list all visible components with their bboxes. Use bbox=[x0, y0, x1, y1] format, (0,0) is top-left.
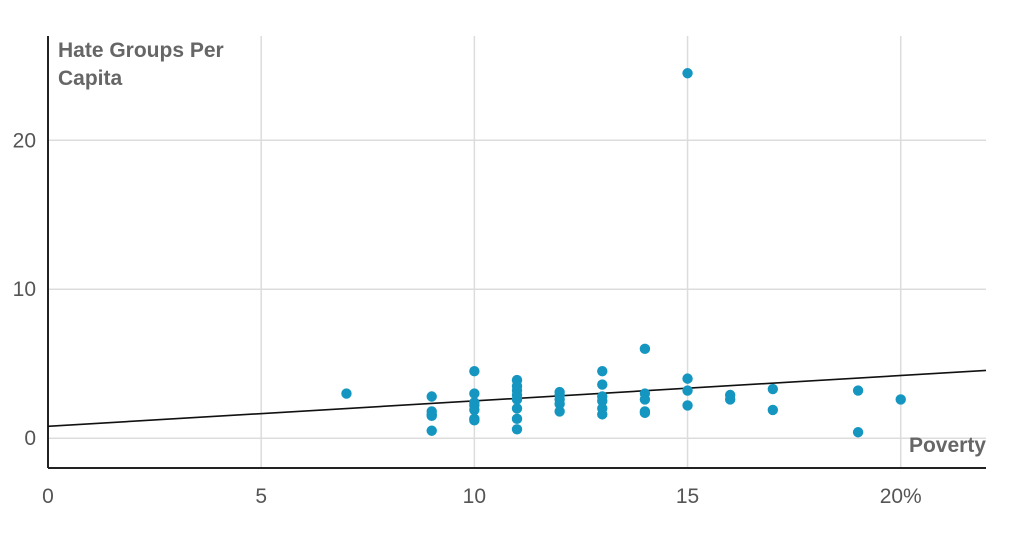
y-axis-title-line-1: Hate Groups Per bbox=[58, 39, 224, 62]
x-tick-label: 20% bbox=[880, 485, 922, 508]
data-point bbox=[554, 398, 565, 410]
data-point bbox=[852, 427, 864, 438]
gridlines bbox=[48, 36, 986, 468]
data-point bbox=[895, 394, 906, 405]
data-point bbox=[469, 388, 480, 399]
data-point bbox=[511, 403, 523, 414]
y-tick-label: 0 bbox=[24, 427, 36, 450]
x-tick-labels: 0 5 10 15 20% bbox=[42, 485, 922, 508]
data-point bbox=[469, 404, 480, 416]
y-tick-label: 20 bbox=[13, 129, 36, 152]
data-point bbox=[682, 68, 693, 79]
data-point bbox=[682, 400, 693, 411]
data-point bbox=[597, 409, 608, 420]
y-axis-title: Hate Groups Per Capita bbox=[58, 39, 230, 90]
x-tick-label: 5 bbox=[255, 485, 267, 508]
data-point bbox=[767, 383, 779, 395]
data-point bbox=[597, 395, 608, 407]
data-point bbox=[597, 365, 608, 377]
data-point bbox=[682, 373, 693, 384]
data-point bbox=[597, 379, 608, 390]
data-points bbox=[341, 68, 906, 438]
y-tick-label: 10 bbox=[13, 278, 36, 301]
data-point bbox=[469, 365, 480, 377]
data-point bbox=[852, 385, 864, 396]
data-point bbox=[469, 415, 480, 426]
data-point bbox=[426, 425, 437, 436]
data-point bbox=[426, 391, 437, 402]
x-tick-label: 10 bbox=[463, 485, 486, 508]
data-point bbox=[511, 394, 523, 405]
x-tick-label: 15 bbox=[676, 485, 699, 508]
data-point bbox=[639, 394, 651, 405]
data-point bbox=[639, 343, 651, 355]
x-axis-title: Poverty bbox=[909, 434, 986, 457]
data-point bbox=[341, 388, 352, 399]
data-point bbox=[511, 413, 523, 425]
x-tick-label: 0 bbox=[42, 485, 54, 508]
data-point bbox=[682, 385, 693, 396]
data-point bbox=[639, 407, 651, 419]
data-point bbox=[511, 424, 523, 435]
data-point bbox=[554, 406, 565, 417]
y-tick-labels: 0 10 20 bbox=[13, 129, 36, 450]
data-point bbox=[724, 394, 736, 405]
data-point bbox=[767, 404, 779, 416]
data-point bbox=[426, 410, 437, 422]
y-axis-title-line-2: Capita bbox=[58, 67, 123, 90]
